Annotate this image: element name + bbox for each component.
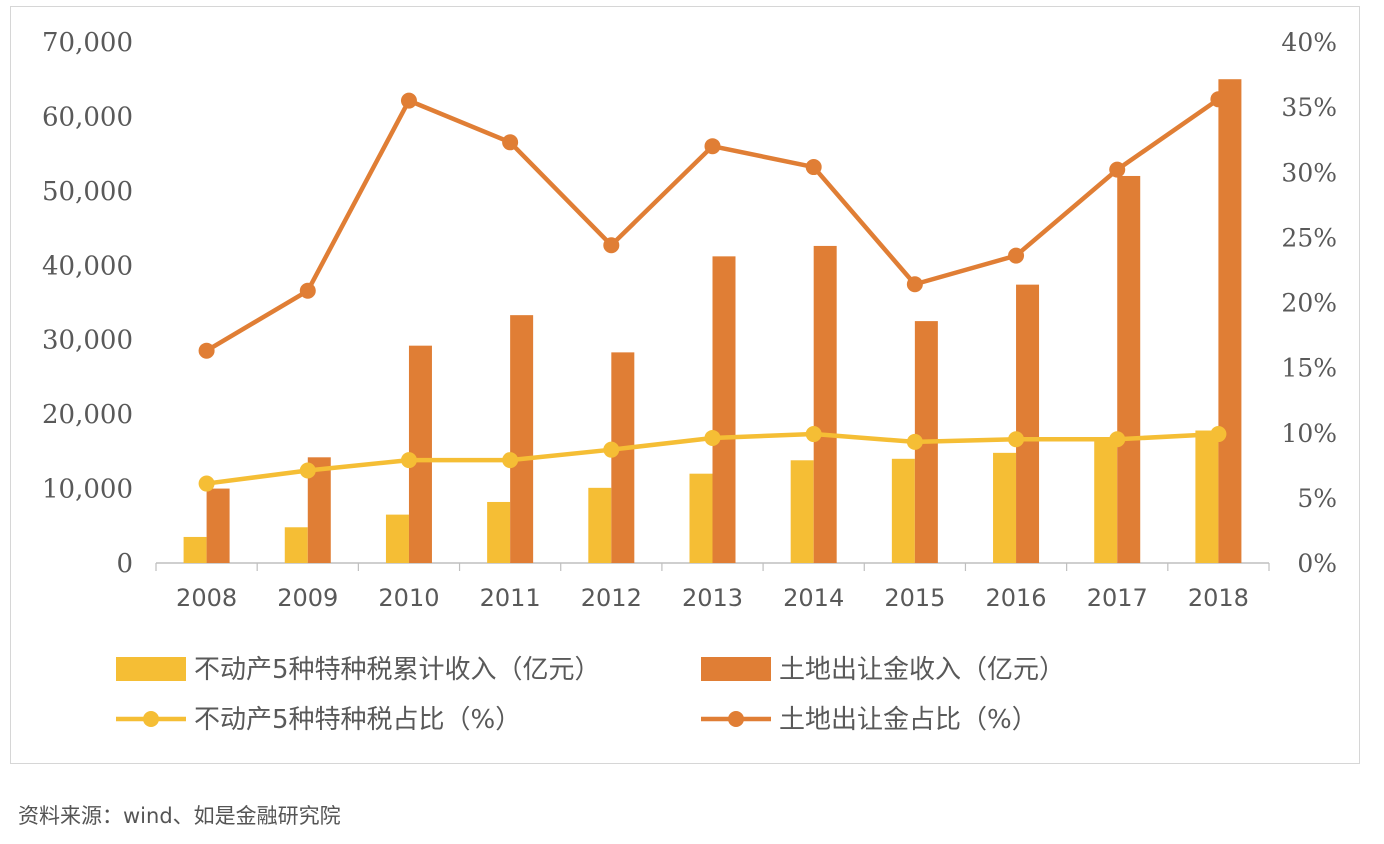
tax-revenue-bar	[284, 527, 308, 563]
tax-revenue-bar	[487, 501, 511, 563]
tax-revenue-bar	[588, 487, 612, 563]
x-tick-label: 2017	[1087, 584, 1148, 612]
tax-revenue-bar	[385, 514, 409, 563]
x-tick-label: 2018	[1188, 584, 1249, 612]
legend-label: 土地出让金收入（亿元）	[779, 655, 1065, 685]
land-revenue-bar	[611, 352, 635, 563]
tax-share-point	[400, 452, 417, 469]
y-left-tick-label: 60,000	[42, 102, 133, 132]
land-share-point	[704, 138, 721, 155]
tax-share-point	[1109, 431, 1126, 448]
land-share-point	[805, 159, 822, 176]
y-right-tick-label: 20%	[1281, 289, 1337, 318]
tax-share-point	[299, 462, 316, 479]
chart-frame: 0 10,000 20,000 30,000 40,000 50,000 60,000 70,…	[10, 6, 1360, 764]
x-tick-label: 2008	[176, 584, 237, 612]
y-right-tick-label: 25%	[1281, 223, 1337, 252]
x-tick-label: 2012	[581, 584, 642, 612]
y-left-tick-label: 10,000	[42, 475, 133, 505]
land-share-point	[603, 237, 620, 254]
tax-share-point	[603, 441, 620, 458]
x-tick-label: 2014	[783, 584, 844, 612]
y-right-tick-label: 35%	[1281, 93, 1337, 122]
legend-label: 不动产5种特种税累计收入（亿元）	[194, 655, 601, 685]
land-revenue-bar	[307, 457, 331, 563]
y-right-tick-label: 10%	[1281, 419, 1337, 448]
y-left-tick-label: 0	[116, 549, 133, 579]
land-revenue-bar	[712, 256, 736, 563]
land-revenue-bar	[510, 315, 534, 563]
y-right-tick-label: 30%	[1281, 158, 1337, 187]
x-tick-label: 2010	[378, 584, 439, 612]
land-revenue-bar	[408, 345, 432, 563]
tax-share-point	[502, 452, 519, 469]
land-share-point	[1210, 91, 1227, 108]
tax-revenue-bar	[1195, 430, 1219, 563]
land-revenue-bar	[1117, 175, 1141, 563]
land-share-point	[1008, 247, 1025, 264]
tax-share-point	[906, 433, 923, 450]
tax-share-point	[704, 429, 721, 446]
tax-revenue-bar	[790, 460, 814, 563]
legend-swatch-bar	[701, 657, 771, 681]
y-right-tick-label: 0%	[1297, 549, 1337, 578]
dual-axis-chart: 0 10,000 20,000 30,000 40,000 50,000 60,000 70,…	[42, 28, 1337, 735]
y-right-tick-label: 5%	[1297, 484, 1337, 513]
legend-label: 土地出让金占比（%）	[779, 705, 1038, 735]
source-note: 资料来源：wind、如是金融研究院	[18, 804, 341, 828]
land-share-point	[502, 134, 519, 151]
y-left-tick-label: 30,000	[42, 326, 133, 356]
y-left-tick-label: 40,000	[42, 251, 133, 281]
x-tick-label: 2016	[986, 584, 1047, 612]
x-tick-label: 2009	[277, 584, 338, 612]
legend-label: 不动产5种特种税占比（%）	[194, 705, 521, 735]
land-share-point	[400, 92, 417, 109]
y-left-tick-label: 20,000	[42, 400, 133, 430]
land-revenue-bar	[1016, 284, 1040, 563]
y-right-tick-label: 15%	[1281, 354, 1337, 383]
legend-swatch-marker	[143, 711, 159, 727]
y-right-tick-label: 40%	[1281, 28, 1337, 57]
tax-share-point	[198, 475, 215, 492]
land-revenue-bar	[1218, 79, 1242, 563]
land-share-point	[198, 342, 215, 359]
tax-revenue-bar	[891, 458, 915, 563]
x-tick-label: 2015	[884, 584, 945, 612]
tax-share-point	[805, 426, 822, 443]
x-tick-label: 2013	[682, 584, 743, 612]
tax-share-point	[1008, 431, 1025, 448]
y-left-tick-label: 70,000	[42, 28, 133, 58]
legend-swatch-marker	[728, 711, 744, 727]
tax-revenue-bar	[183, 536, 207, 563]
land-revenue-bar	[813, 245, 837, 564]
tax-revenue-bar	[689, 473, 713, 563]
land-share-point	[906, 276, 923, 293]
tax-revenue-bar	[993, 452, 1017, 563]
tax-share-point	[1210, 426, 1227, 443]
land-share-point	[299, 282, 316, 299]
land-revenue-bar	[206, 488, 230, 563]
y-left-tick-label: 50,000	[42, 177, 133, 207]
legend-swatch-bar	[116, 657, 186, 681]
x-tick-label: 2011	[480, 584, 541, 612]
tax-revenue-bar	[1094, 439, 1118, 563]
land-share-point	[1109, 161, 1126, 178]
